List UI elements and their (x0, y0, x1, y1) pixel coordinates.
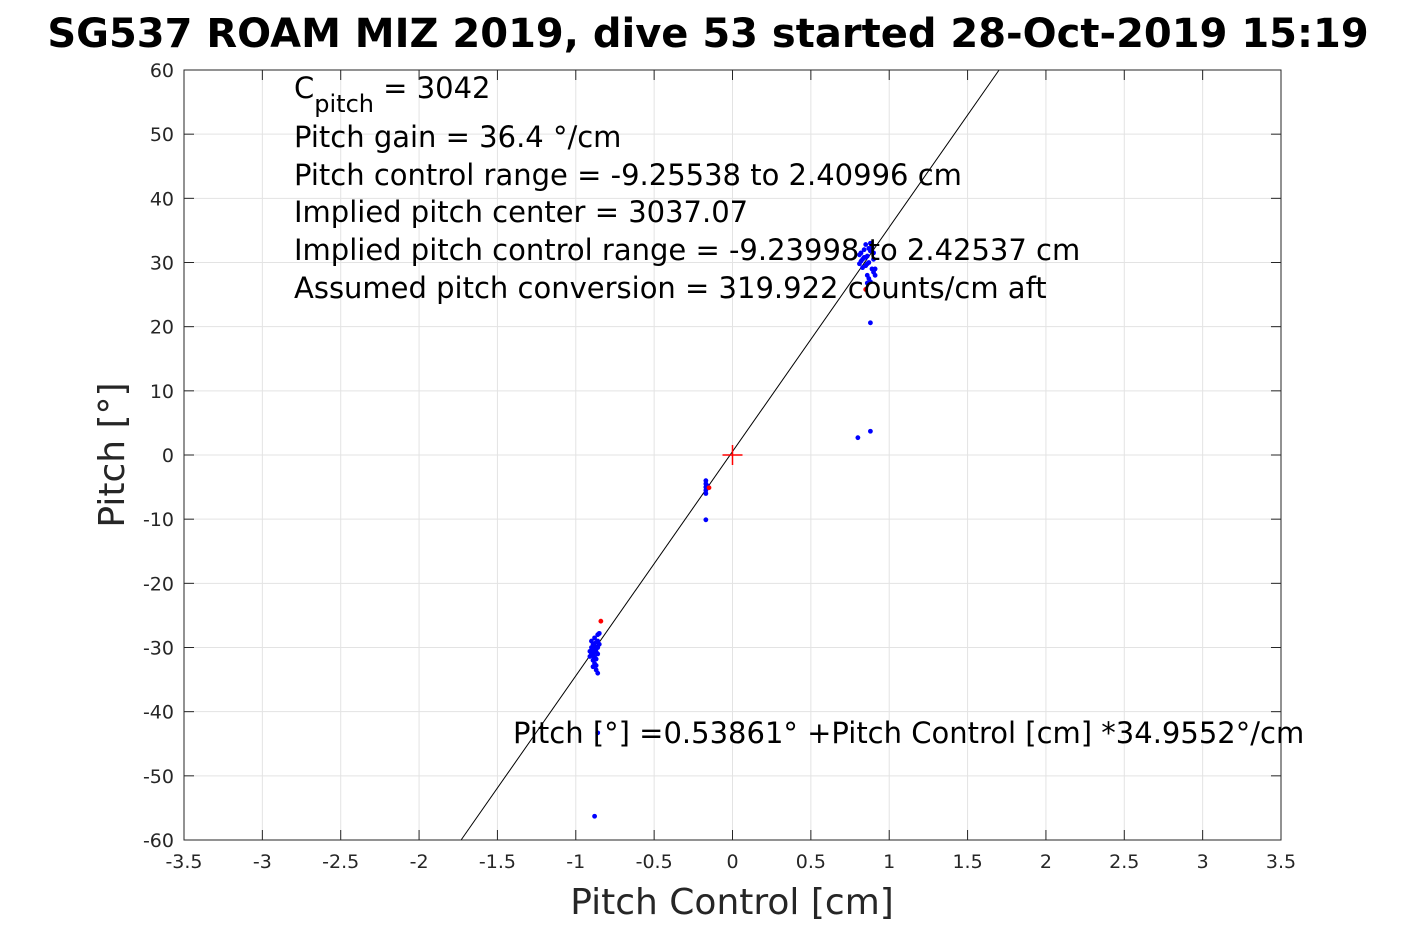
y-tick-label: 60 (150, 60, 174, 82)
x-tick-label: -0.5 (636, 851, 673, 873)
x-tick-labels: -3.5 -3 -2.5 -2 -1.5 -1 -0.5 0 0.5 1 1.5 2 2.5 3 3.5 (165, 851, 1296, 873)
data-point (863, 287, 869, 292)
fit-equation-label: Pitch [°] =0.53861° +Pitch Control [cm] … (513, 716, 1304, 750)
data-points (587, 240, 878, 819)
y-axis-label: Pitch [°] (92, 382, 133, 527)
data-point (589, 638, 594, 644)
annotation-implied-pitch-center: Implied pitch center = 3037.07 (294, 195, 748, 229)
data-point (868, 428, 873, 434)
data-point (592, 645, 597, 651)
annotation-pitch-control-range: Pitch control range = -9.25538 to 2.4099… (294, 158, 962, 192)
y-tick-label: 10 (150, 381, 174, 403)
data-point (860, 265, 865, 271)
data-point (595, 638, 601, 644)
annotation-cpitch-base: C (294, 71, 314, 105)
y-tick-label: -30 (143, 638, 174, 660)
annotation-implied-pitch-control-range: Implied pitch control range = -9.23998 t… (294, 233, 1080, 267)
y-tick-label: -20 (143, 573, 174, 595)
data-point (863, 254, 869, 260)
data-point (864, 261, 870, 267)
data-point (595, 730, 601, 736)
data-point (587, 654, 593, 659)
chart-title: SG537 ROAM MIZ 2019, dive 53 started 28-… (47, 11, 1368, 57)
y-tick-label: 30 (150, 253, 174, 275)
y-tick-label: 20 (150, 317, 174, 339)
x-tick-label: 2 (1040, 851, 1052, 873)
x-tick-label: 2.5 (1109, 851, 1139, 873)
axis-ticks (183, 69, 1282, 841)
data-point (703, 491, 709, 496)
x-tick-label: 3.5 (1266, 851, 1296, 873)
x-tick-label: -1.5 (479, 851, 516, 873)
data-point (857, 252, 862, 258)
data-point (871, 256, 876, 262)
y-tick-label: 0 (162, 445, 174, 467)
y-tick-label: -10 (143, 509, 174, 531)
data-point (872, 272, 878, 278)
data-point (593, 663, 599, 668)
x-tick-label: -2 (410, 851, 429, 873)
data-point (857, 261, 862, 267)
x-tick-label: -1 (566, 851, 585, 873)
x-tick-label: -2.5 (322, 851, 359, 873)
annotation-pitch-gain: Pitch gain = 36.4 °/cm (294, 120, 621, 154)
data-point (593, 667, 599, 673)
data-point (861, 247, 867, 253)
y-tick-label: -50 (143, 766, 174, 788)
x-tick-label: 1.5 (952, 851, 982, 873)
data-point (598, 618, 604, 624)
data-point (868, 320, 873, 326)
x-tick-label: 0.5 (796, 851, 826, 873)
x-tick-label: 1 (883, 851, 895, 873)
data-point (868, 240, 873, 246)
x-tick-label: 0 (726, 851, 738, 873)
annotation-block: Cpitch = 3042 Pitch gain = 36.4 °/cm Pit… (294, 71, 1080, 305)
x-tick-label: -3.5 (165, 851, 202, 873)
y-tick-label: 50 (150, 124, 174, 146)
y-tick-label: 40 (150, 188, 174, 210)
data-point (592, 635, 597, 641)
y-tick-label: -60 (143, 830, 174, 852)
data-point (872, 266, 878, 272)
data-point (593, 656, 599, 662)
annotation-cpitch-sub: pitch (314, 90, 374, 118)
center-marker (722, 445, 743, 465)
data-point (866, 245, 872, 251)
x-tick-label: -3 (253, 851, 272, 873)
data-point (703, 517, 709, 523)
data-point (871, 250, 876, 256)
data-point (855, 435, 861, 441)
data-point (863, 242, 869, 247)
data-point (592, 813, 597, 819)
annotation-cpitch: Cpitch = 3042 (294, 71, 491, 118)
grid-lines (183, 69, 1282, 841)
annotation-cpitch-value: = 3042 (374, 71, 491, 105)
data-point (864, 280, 870, 286)
data-point (706, 485, 712, 491)
data-point (593, 649, 599, 655)
x-tick-label: 3 (1197, 851, 1209, 873)
y-tick-labels: -60 -50 -40 -30 -20 -10 0 10 20 30 40 50 60 (143, 60, 174, 852)
y-tick-label: -40 (143, 702, 174, 724)
annotation-assumed-pitch-conversion: Assumed pitch conversion = 319.922 count… (294, 271, 1047, 305)
data-point (596, 630, 602, 636)
x-axis-label: Pitch Control [cm] (570, 882, 894, 923)
